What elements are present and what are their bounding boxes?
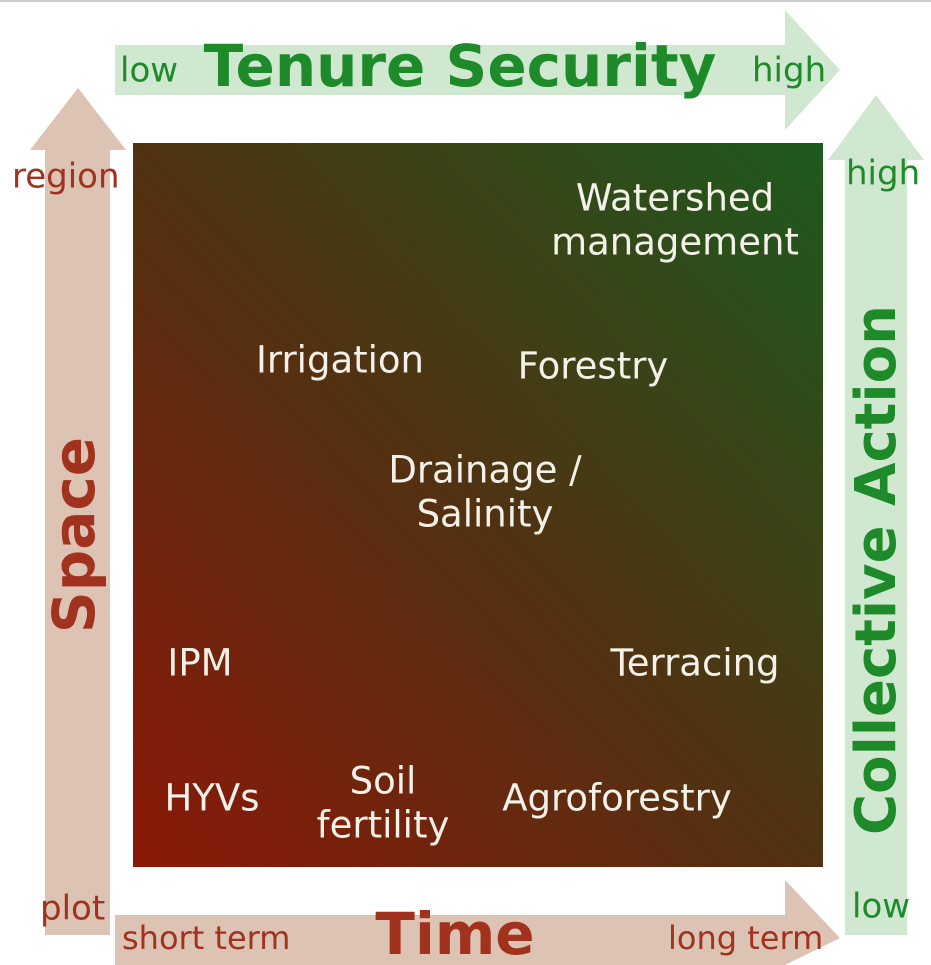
tenure-title: Tenure Security <box>204 32 717 100</box>
item-label: Salinity <box>417 493 554 536</box>
item-label: Soil <box>350 760 417 803</box>
item-label: management <box>551 221 799 264</box>
time-high: long term <box>668 919 823 957</box>
matrix <box>133 143 823 867</box>
time-low: short term <box>122 919 290 957</box>
space-low: plot <box>40 889 105 929</box>
tenure-arrow <box>115 10 840 130</box>
space-arrow <box>30 88 126 935</box>
item-label: Drainage / <box>388 449 582 492</box>
item-label: fertility <box>317 804 450 847</box>
collective-arrow <box>828 95 924 935</box>
tenure-low: low <box>120 51 178 91</box>
item-label: Watershed <box>576 177 774 220</box>
collective-title: Collective Action <box>844 305 909 835</box>
item-label: Forestry <box>518 345 669 388</box>
space-high: region <box>12 157 120 197</box>
item-label: IPM <box>167 642 232 685</box>
item-label: HYVs <box>164 777 259 820</box>
time-arrow <box>115 880 840 965</box>
tenure-high: high <box>752 51 826 91</box>
item-label: Agroforestry <box>502 777 732 820</box>
collective-high: high <box>846 154 920 194</box>
item-label: Irrigation <box>256 339 424 382</box>
collective-low: low <box>852 887 910 927</box>
item-label: Terracing <box>609 642 779 685</box>
time-title: Time <box>375 900 534 965</box>
space-title: Space <box>40 437 108 633</box>
